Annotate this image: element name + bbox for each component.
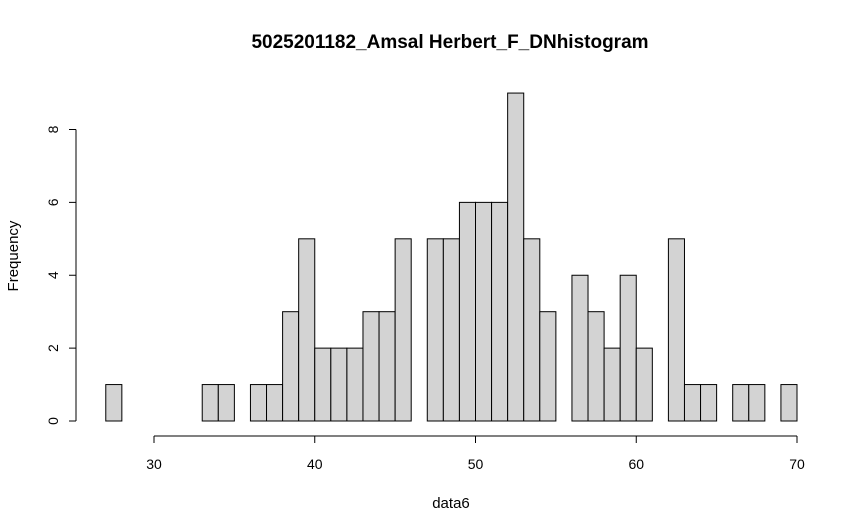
histogram-bar — [700, 384, 718, 422]
histogram-bar — [266, 384, 284, 422]
x-tick-label: 50 — [468, 456, 484, 472]
x-tick-label: 60 — [628, 456, 644, 472]
histogram-bar — [442, 238, 460, 422]
histogram-bar — [667, 238, 685, 422]
histogram-bar — [780, 384, 798, 422]
histogram-bar — [346, 347, 364, 422]
histogram-bar — [603, 347, 621, 422]
histogram-bar — [217, 384, 235, 422]
histogram-bar — [105, 384, 123, 422]
histogram-bar — [732, 384, 750, 422]
y-tick-label: 8 — [45, 125, 61, 133]
y-tick-label: 0 — [45, 417, 61, 425]
x-axis-label: data6 — [432, 495, 470, 512]
bars-group — [105, 92, 798, 422]
histogram-bar — [475, 201, 493, 422]
histogram-bar — [635, 347, 653, 422]
histogram-bar — [507, 92, 525, 422]
histogram-bar — [201, 384, 219, 422]
histogram-bar — [378, 311, 396, 422]
histogram-bar — [298, 238, 316, 422]
histogram-bar — [539, 311, 557, 422]
y-tick-label: 2 — [45, 344, 61, 352]
histogram-bar — [330, 347, 348, 422]
histogram-bar — [571, 274, 589, 422]
y-tick-label: 4 — [45, 271, 61, 279]
x-tick-label: 40 — [307, 456, 323, 472]
histogram-bar — [619, 274, 637, 422]
histogram-bar — [748, 384, 766, 422]
histogram-bar — [587, 311, 605, 422]
histogram-bar — [523, 238, 541, 422]
histogram-bar — [314, 347, 332, 422]
histogram-bar — [491, 201, 509, 422]
histogram-bar — [362, 311, 380, 422]
y-tick-label: 6 — [45, 198, 61, 206]
histogram-bar — [394, 238, 412, 422]
histogram-bar — [458, 201, 476, 422]
y-axis: 0 2 4 6 8 — [45, 125, 77, 425]
x-axis: 30 40 50 60 70 — [146, 435, 805, 472]
histogram-bar — [249, 384, 268, 422]
y-axis-label: Frequency — [5, 220, 22, 291]
chart-title: 5025201182_Amsal Herbert_F_DNhistogram — [251, 32, 648, 53]
histogram-bar — [282, 311, 300, 422]
x-tick-label: 70 — [789, 456, 805, 472]
histogram-bar — [426, 238, 444, 422]
x-tick-label: 30 — [146, 456, 162, 472]
histogram-bar — [683, 384, 702, 422]
